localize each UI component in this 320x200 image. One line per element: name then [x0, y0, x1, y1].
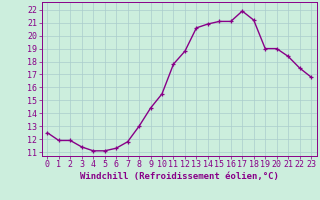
X-axis label: Windchill (Refroidissement éolien,°C): Windchill (Refroidissement éolien,°C) — [80, 172, 279, 181]
